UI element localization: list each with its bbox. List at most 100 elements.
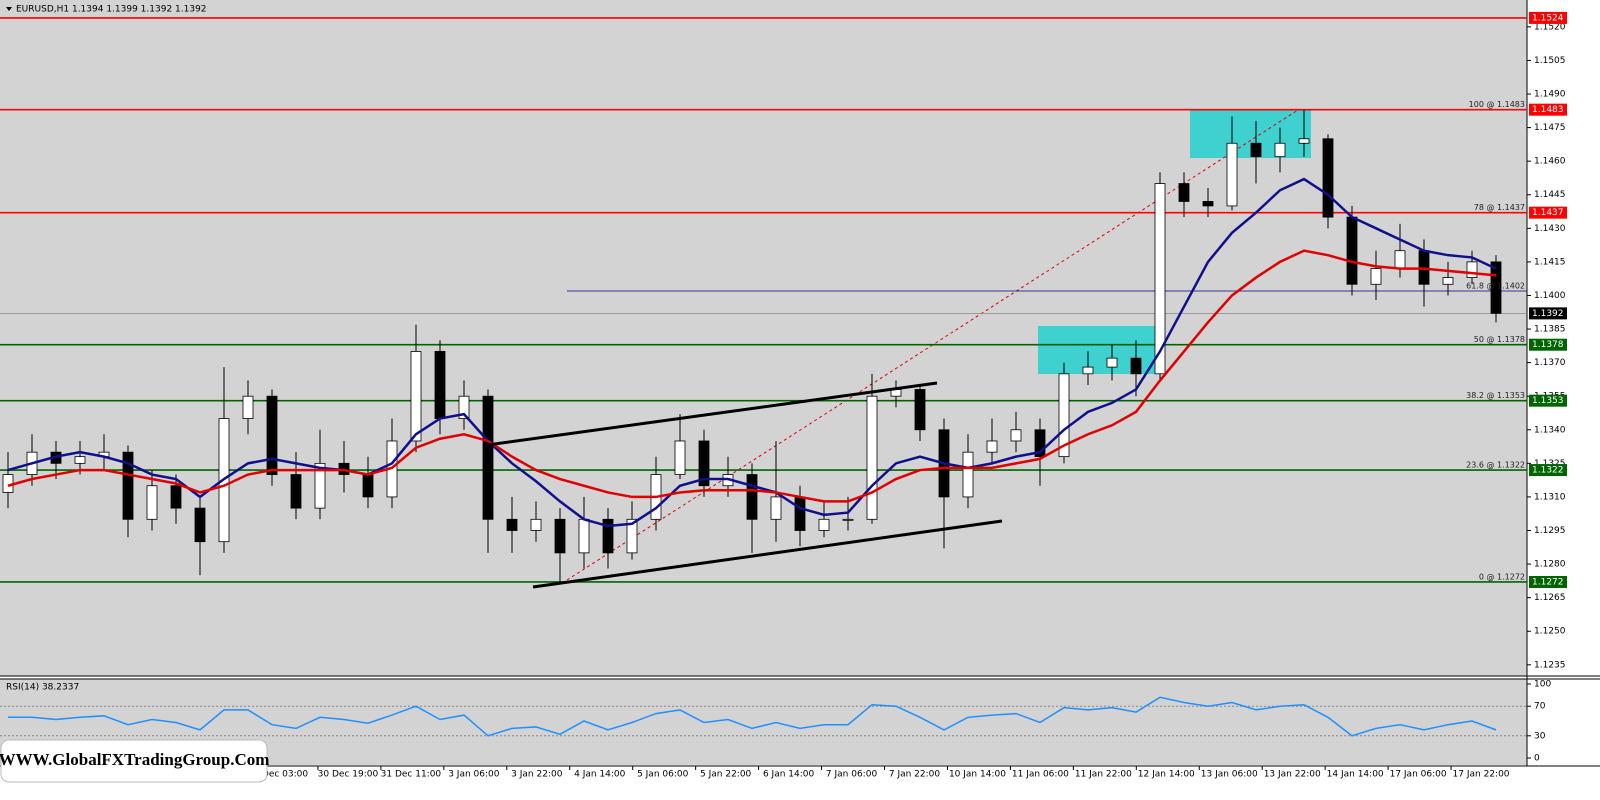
candle-body (506, 518, 518, 531)
y-tick-label: 1.1370 (1534, 358, 1566, 368)
candle-body (458, 395, 470, 419)
x-tick-label: 5 Jan 22:00 (700, 770, 752, 780)
candle-body (1442, 277, 1454, 285)
y-tick-label: 1.1445 (1534, 190, 1566, 200)
trendline (532, 519, 1003, 589)
x-tick-label: 11 Jan 22:00 (1075, 770, 1132, 780)
fib-label: 61.8 @ 1.1402 (1466, 281, 1525, 290)
rsi-tick-label: 100 (1534, 680, 1551, 690)
candle-body (242, 395, 254, 419)
x-tick-label: 12 Jan 14:00 (1138, 770, 1195, 780)
levels (0, 17, 1527, 583)
y-tick-label: 1.1460 (1534, 157, 1566, 167)
x-tick-label: 10 Jan 14:00 (949, 770, 1006, 780)
candle-body (362, 474, 374, 498)
y-tick-label: 1.1295 (1534, 526, 1566, 536)
watermark-box (0, 739, 268, 783)
fib-label: 50 @ 1.1378 (1474, 335, 1525, 344)
candle-body (122, 451, 134, 520)
price-box-label: 1.1272 (1532, 577, 1564, 587)
candle-body (170, 485, 182, 509)
chart-title: EURUSD,H1 1.1394 1.1399 1.1392 1.1392 (16, 5, 207, 15)
moving-average (7, 177, 1497, 528)
candle-body (818, 518, 830, 531)
price-box (1529, 394, 1567, 407)
candle-body (626, 518, 638, 554)
rsi-tick-label: 30 (1534, 731, 1546, 741)
candle-body (578, 518, 590, 554)
x-tick-label: 13 Jan 22:00 (1264, 770, 1321, 780)
y-tick-label: 1.1235 (1534, 660, 1566, 670)
x-tick-label: 17 Jan 22:00 (1453, 770, 1510, 780)
price-box-label: 1.1483 (1532, 105, 1564, 115)
candle-body (1082, 366, 1094, 375)
trendline (486, 381, 938, 447)
y-tick-label: 1.1280 (1534, 560, 1566, 570)
y-tick-label: 1.1400 (1534, 291, 1566, 301)
candle-body (602, 518, 614, 554)
candle-body (1250, 142, 1262, 158)
price-box (1529, 11, 1567, 24)
y-tick-label: 1.1325 (1534, 459, 1566, 469)
fib-label: 78 @ 1.1437 (1474, 203, 1525, 212)
plot (2, 109, 1502, 582)
candle-body (674, 440, 686, 475)
x-tick-label: 5 Jan 06:00 (637, 770, 689, 780)
y-tick-label: 1.1250 (1534, 627, 1566, 637)
price-box (1529, 464, 1567, 477)
candle-body (770, 496, 782, 520)
y-tick-label: 1.1340 (1534, 425, 1566, 435)
candle-body (410, 351, 422, 442)
fib-label: 0 @ 1.1272 (1479, 572, 1525, 581)
fib-label: 100 @ 1.1483 (1469, 100, 1525, 109)
candle-body (290, 474, 302, 509)
price-box-label: 1.1524 (1532, 13, 1564, 23)
candle-body (986, 440, 998, 453)
candle-body (1034, 429, 1046, 458)
price-box-label: 1.1392 (1532, 309, 1564, 319)
x-tick-label: Dec 03:00 (262, 770, 308, 780)
candle-body (1226, 142, 1238, 207)
candle-body (146, 485, 158, 520)
candle-body (530, 518, 542, 531)
y-tick-label: 1.1430 (1534, 224, 1566, 234)
candle-body (914, 389, 926, 431)
candle-body (794, 496, 806, 531)
y-tick-label: 1.1415 (1534, 257, 1566, 267)
candle-body (1130, 357, 1142, 375)
candle-body (1178, 183, 1190, 202)
candle-body (1106, 357, 1118, 368)
price-box-label: 1.1322 (1532, 466, 1564, 476)
price-box-label: 1.1353 (1532, 396, 1564, 406)
candle-body (746, 474, 758, 520)
y-tick-label: 1.1265 (1534, 593, 1566, 603)
candle-body (1370, 268, 1382, 285)
price-panel (0, 0, 1527, 676)
x-tick-label: 13 Jan 06:00 (1201, 770, 1258, 780)
x-tick-label: 31 Dec 11:00 (381, 770, 442, 780)
price-box (1529, 103, 1567, 116)
candle-body (1466, 261, 1478, 278)
candle-body (482, 395, 494, 520)
candle-body (1274, 142, 1286, 158)
watermark: WWW.GlobalFXTradingGroup.Com (0, 750, 269, 769)
x-tick-label: 11 Jan 06:00 (1012, 770, 1069, 780)
candle-body (1346, 216, 1358, 285)
candle-body (1010, 429, 1022, 442)
x-tick-label: 3 Jan 06:00 (448, 770, 500, 780)
menu-arrow (6, 7, 12, 11)
candle-body (842, 518, 854, 521)
candle-body (266, 395, 278, 475)
x-tick-label: 17 Jan 06:00 (1390, 770, 1447, 780)
trendlines (486, 381, 1003, 589)
price-box (1529, 338, 1567, 351)
fib-label: 23.6 @ 1.1322 (1466, 461, 1525, 470)
x-tick-label: 3 Jan 22:00 (511, 770, 563, 780)
candle-body (1322, 138, 1334, 218)
candle-body (698, 440, 710, 487)
y-tick-label: 1.1505 (1534, 56, 1566, 66)
rsi-line (8, 696, 1497, 737)
candle-body (962, 451, 974, 498)
